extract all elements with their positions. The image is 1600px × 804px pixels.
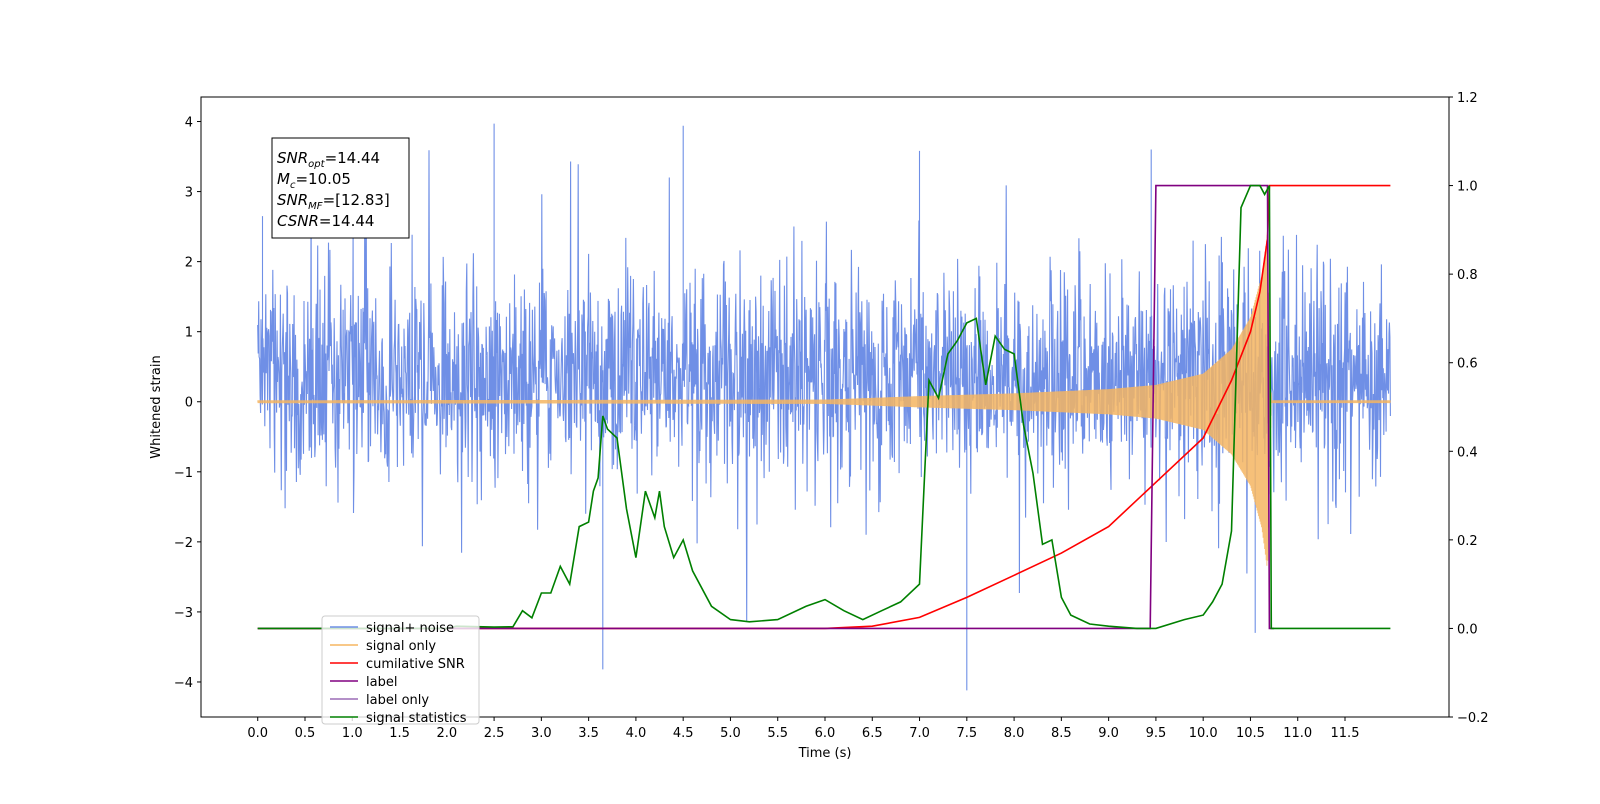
x-tick-label: 6.0 [815, 726, 836, 741]
y-left-tick-label: −4 [174, 676, 193, 691]
x-tick-label: 2.5 [484, 726, 505, 741]
x-tick-label: 10.0 [1189, 726, 1218, 741]
y-right-tick-label: 0.4 [1457, 445, 1478, 460]
x-tick-label: 8.5 [1051, 726, 1072, 741]
x-axis-label: Time (s) [798, 746, 852, 761]
x-tick-label: 11.0 [1283, 726, 1312, 741]
series-signal-only [257, 234, 1391, 566]
y-right-tick-label: 1.2 [1457, 91, 1478, 106]
annotation-line: SNRMF=[12.83] [277, 191, 390, 212]
x-tick-label: 7.5 [956, 726, 977, 741]
annotation-line: SNRopt=14.44 [277, 149, 380, 170]
x-tick-label: 3.0 [531, 726, 552, 741]
legend-label: signal only [366, 639, 436, 654]
annotation-box-frame [271, 137, 410, 239]
y-left-tick-label: 2 [185, 256, 193, 271]
y-right-tick-label: 0.0 [1457, 622, 1478, 637]
y-left-tick-label: 0 [185, 396, 193, 411]
y-axis-left: 4 3 2 1 0 −1 −2 −3 −4 [174, 116, 201, 691]
series-label [257, 184, 1275, 630]
y-left-tick-label: −1 [174, 466, 193, 481]
x-tick-label: 0.5 [295, 726, 316, 741]
x-tick-label: 9.5 [1146, 726, 1167, 741]
legend-label: signal+ noise [366, 621, 454, 636]
y-left-tick-label: −2 [174, 536, 193, 551]
y-left-tick-label: 3 [185, 186, 193, 201]
legend: signal+ noise signal only cumilative SNR la… [321, 615, 480, 726]
y-right-tick-label: 0.8 [1457, 268, 1478, 283]
y-axis-left-label: Whitened strain [149, 355, 164, 458]
x-tick-label: 1.0 [342, 726, 363, 741]
x-axis: 0.0 0.5 1.0 1.5 2.0 2.5 3.0 3.5 4.0 4.5 5.0 5.5 6.0 6… [247, 717, 1359, 741]
annotation-box: SNRopt=14.44Mc=10.05SNRMF=[12.83]CSNR=14… [271, 137, 410, 239]
x-tick-label: 0.0 [247, 726, 268, 741]
x-tick-label: 1.5 [389, 726, 410, 741]
series-layer [257, 123, 1391, 691]
x-tick-label: 7.0 [909, 726, 930, 741]
annotation-line: CSNR=14.44 [277, 212, 374, 230]
x-tick-label: 9.0 [1098, 726, 1119, 741]
x-tick-label: 5.5 [767, 726, 788, 741]
y-left-tick-label: −3 [174, 606, 193, 621]
x-tick-label: 11.5 [1331, 726, 1360, 741]
series-cumilative-snr [257, 184, 1391, 630]
legend-label: label [366, 675, 397, 690]
y-right-tick-label: −0.2 [1457, 711, 1489, 726]
x-tick-label: 3.5 [578, 726, 599, 741]
y-right-tick-label: 0.6 [1457, 357, 1478, 372]
legend-label: signal statistics [366, 711, 467, 726]
x-tick-label: 4.0 [626, 726, 647, 741]
x-tick-label: 2.0 [436, 726, 457, 741]
x-tick-label: 10.5 [1236, 726, 1265, 741]
legend-label: cumilative SNR [366, 657, 465, 672]
y-left-tick-label: 4 [185, 116, 193, 131]
x-tick-label: 8.0 [1004, 726, 1025, 741]
series-signal-noise [257, 123, 1391, 691]
x-tick-label: 5.0 [720, 726, 741, 741]
y-right-tick-label: 0.2 [1457, 534, 1478, 549]
y-right-tick-label: 1.0 [1457, 180, 1478, 195]
y-axis-right: 1.2 1.0 0.8 0.6 0.4 0.2 0.0 −0.2 [1449, 91, 1489, 726]
y-left-tick-label: 1 [185, 326, 193, 341]
annotation-line: Mc=10.05 [277, 170, 351, 191]
legend-frame [321, 615, 480, 725]
x-tick-label: 4.5 [673, 726, 694, 741]
legend-label: label only [366, 693, 429, 708]
series-signal-statistics [257, 184, 1391, 630]
x-tick-label: 6.5 [862, 726, 883, 741]
